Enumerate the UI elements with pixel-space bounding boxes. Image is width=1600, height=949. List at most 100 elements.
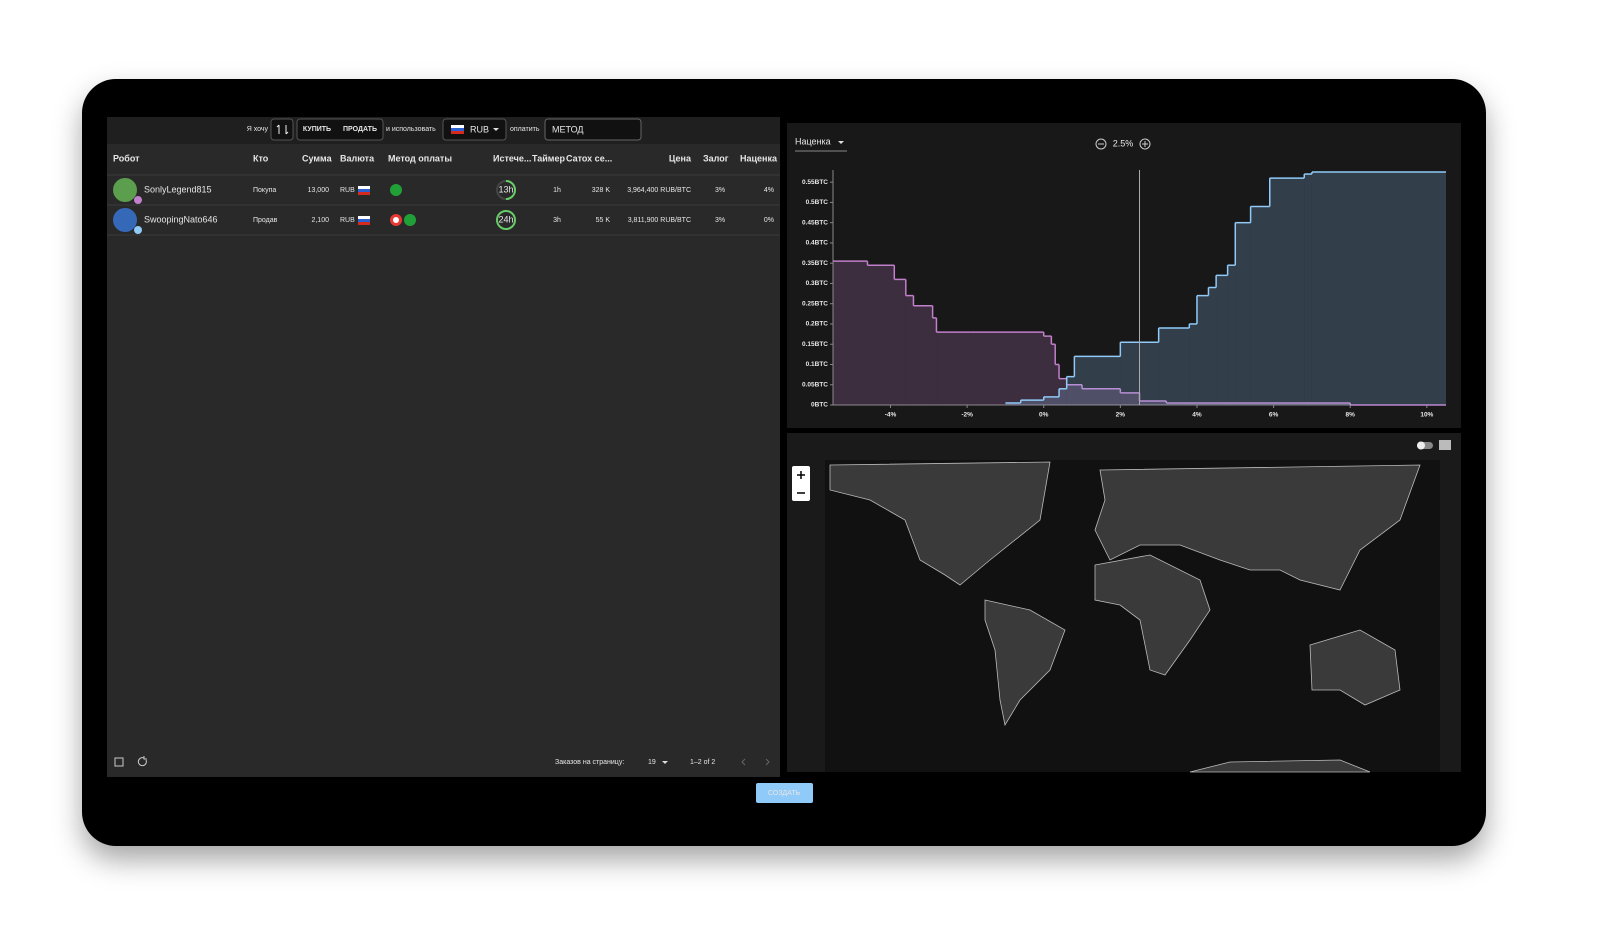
depth-step — [1250, 206, 1270, 405]
y-tick-label: 0.45BTC — [802, 219, 828, 226]
cell: 2,100 — [311, 217, 329, 224]
column-header: Наценка — [740, 153, 778, 163]
currency-value: RUB — [470, 124, 489, 134]
premium-select[interactable]: Наценка — [795, 136, 831, 146]
refresh-button[interactable] — [137, 756, 147, 767]
y-tick-label: 0.05BTC — [802, 381, 828, 388]
map-zoom[interactable] — [792, 466, 810, 501]
image-button[interactable] — [1439, 440, 1451, 450]
center-label: 2.5% — [1113, 138, 1134, 148]
cell: Покупа — [253, 187, 276, 194]
y-tick-label: 0.55BTC — [802, 179, 828, 186]
x-tick-label: -4% — [885, 412, 897, 419]
robot-name: SonlyLegend815 — [144, 184, 212, 194]
column-header: Таймер — [532, 153, 565, 163]
depth-step — [1020, 400, 1044, 405]
zoom-in[interactable] — [1139, 138, 1151, 150]
depth-step — [867, 265, 895, 405]
depth-step — [1120, 392, 1140, 405]
zoom-out[interactable] — [1095, 138, 1107, 150]
cell: Продав — [253, 217, 278, 224]
depth-step — [1208, 287, 1217, 405]
swap-button[interactable] — [270, 118, 294, 141]
swap-icon — [276, 124, 289, 135]
y-tick-label: 0.2BTC — [806, 321, 829, 328]
y-tick-label: 0.5BTC — [806, 199, 829, 206]
row[interactable]: SonlyLegend815 Покупа 13,000 RUB 13h 1h … — [113, 178, 774, 204]
y-tick-label: 0.25BTC — [802, 300, 828, 307]
depth-step — [1189, 323, 1197, 405]
column-header: Метод оплаты — [388, 153, 452, 163]
per-page-select[interactable]: 19 — [648, 759, 656, 766]
label: оплатить — [510, 126, 540, 133]
y-tick-label: 0BTC — [811, 402, 828, 409]
y-tick-label: 0.1BTC — [806, 361, 829, 368]
x-tick-label: 4% — [1192, 412, 1202, 419]
cell: 3,964,400 RUB/BTC — [627, 187, 691, 194]
column-header: Валюта — [340, 153, 375, 163]
create-label: СОЗДАТЬ — [768, 790, 801, 797]
column-header: Залог — [703, 153, 729, 163]
cell: 55 K — [596, 217, 611, 224]
fullscreen-button[interactable] — [114, 757, 124, 767]
depth-step — [1158, 328, 1190, 405]
depth-step — [1227, 265, 1236, 405]
method-input[interactable] — [544, 118, 642, 141]
depth-step — [1051, 344, 1056, 405]
depth-step — [1216, 275, 1228, 405]
column-header: Кто — [253, 153, 269, 163]
depth-step — [1059, 378, 1067, 405]
sell-button[interactable]: ПРОДАТЬ — [343, 126, 377, 133]
label: и использовать — [386, 126, 436, 133]
depth-step — [936, 332, 971, 405]
label: Я хочу — [247, 126, 269, 133]
depth-step — [970, 332, 1044, 405]
depth-step — [1059, 388, 1067, 405]
depth-step — [1055, 364, 1060, 405]
depth-step — [1074, 356, 1121, 405]
label: Заказов на страницу: — [555, 759, 624, 766]
table-header: Робот Кто Сумма Валюта Метод оплаты Исте… — [113, 153, 778, 163]
depth-step — [932, 317, 937, 405]
x-tick-label: 6% — [1269, 412, 1279, 419]
create-button[interactable] — [756, 783, 813, 803]
column-header: Сумма — [302, 153, 333, 163]
cell: 3% — [715, 217, 725, 224]
cell: RUB — [340, 187, 355, 194]
depth-step — [1166, 402, 1351, 405]
column-header: Истече... — [493, 153, 531, 163]
x-tick-label: 10% — [1420, 412, 1433, 419]
depth-step — [1005, 402, 1021, 405]
depth-step — [905, 295, 914, 405]
currency-select[interactable] — [442, 118, 507, 141]
column-header: Сатох се... — [566, 153, 612, 163]
depth-step — [1043, 396, 1060, 405]
avatar — [113, 178, 137, 202]
method-placeholder: МЕТОД — [552, 124, 584, 134]
column-header: Робот — [113, 153, 140, 163]
avatar — [113, 208, 137, 232]
buy-button[interactable]: КУПИТЬ — [303, 126, 331, 133]
depth-step — [1304, 174, 1312, 405]
x-tick-label: 2% — [1116, 412, 1126, 419]
row[interactable]: SwoopingNato646 Продав 2,100 RUB 24h 3h … — [113, 208, 774, 234]
page-range: 1–2 of 2 — [690, 759, 715, 766]
x-tick-label: 8% — [1346, 412, 1356, 419]
page-nav[interactable] — [741, 758, 770, 766]
depth-step — [1082, 388, 1121, 405]
y-tick-label: 0.3BTC — [806, 280, 829, 287]
depth-step — [1066, 376, 1075, 405]
depth-step — [1311, 172, 1446, 405]
order-panel — [107, 117, 780, 777]
cell: 1h — [553, 187, 561, 194]
depth-step — [894, 279, 906, 405]
cell: RUB — [340, 217, 355, 224]
depth-step — [1269, 178, 1305, 405]
y-tick-label: 0.35BTC — [802, 260, 828, 267]
cell: 3% — [715, 187, 725, 194]
depth-step — [1196, 295, 1209, 405]
y-tick-label: 0.15BTC — [802, 341, 828, 348]
cell: 4% — [764, 187, 774, 194]
depth-step — [1235, 222, 1251, 405]
